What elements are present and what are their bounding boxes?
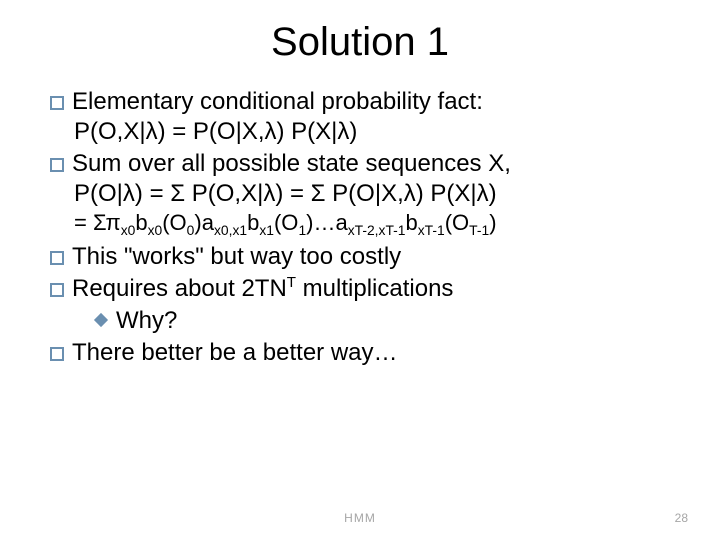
footer-center: HMM [0, 511, 720, 525]
square-bullet-icon [50, 347, 64, 361]
slide-content: Elementary conditional probability fact:… [50, 87, 670, 368]
bullet-2-text: Sum over all possible state sequences X, [72, 149, 511, 179]
formula-sub: x0 [121, 222, 136, 238]
formula-part: (O [162, 210, 186, 235]
bullet-4-sub-text: Why? [116, 306, 177, 336]
bullet-3: This "works" but way too costly [50, 242, 670, 272]
bullet-1-sub: P(O,X|λ) = P(O|X,λ) P(X|λ) [50, 117, 670, 147]
bullet-1-sub-text: P(O,X|λ) = P(O|X,λ) P(X|λ) [74, 118, 357, 145]
slide-title: Solution 1 [50, 20, 670, 65]
square-bullet-icon [50, 158, 64, 172]
bullet-4-text: Requires about 2TNT multiplications [72, 274, 453, 304]
formula-sub: x1 [259, 222, 274, 238]
bullet-2: Sum over all possible state sequences X, [50, 149, 670, 179]
formula-part: )a [194, 210, 214, 235]
bullet-4-sup: T [287, 274, 296, 291]
formula-sub: T-1 [469, 222, 489, 238]
page-number: 28 [675, 511, 688, 525]
square-bullet-icon [50, 96, 64, 110]
formula-part: (O [445, 210, 469, 235]
formula-sub: xT-1 [418, 222, 445, 238]
bullet-5: There better be a better way… [50, 338, 670, 368]
slide: Solution 1 Elementary conditional probab… [0, 0, 720, 540]
bullet-2-sub2: = Σπx0bx0(O0)ax0,x1bx1(O1)…axT-2,xT-1bxT… [50, 209, 670, 240]
bullet-2-sub1-text: P(O|λ) = Σ P(O,X|λ) = Σ P(O|X,λ) P(X|λ) [74, 180, 497, 207]
bullet-4-sub: Why? [50, 306, 670, 336]
formula-part: )…a [306, 210, 348, 235]
formula-part: b [135, 210, 147, 235]
bullet-5-text: There better be a better way… [72, 338, 398, 368]
square-bullet-icon [50, 283, 64, 297]
bullet-3-text: This "works" but way too costly [72, 242, 401, 272]
bullet-4-pre: Requires about 2TN [72, 275, 287, 302]
bullet-4: Requires about 2TNT multiplications [50, 274, 670, 304]
bullet-1: Elementary conditional probability fact: [50, 87, 670, 117]
formula-part: (O [274, 210, 298, 235]
formula-sub: 0 [187, 222, 195, 238]
formula-part: = Σπ [74, 210, 121, 235]
formula-part: ) [489, 210, 496, 235]
formula-part: b [247, 210, 259, 235]
formula-sub: x0 [148, 222, 163, 238]
formula-sub: 1 [298, 222, 306, 238]
bullet-2-sub1: P(O|λ) = Σ P(O,X|λ) = Σ P(O|X,λ) P(X|λ) [50, 179, 670, 209]
formula-sub: xT-2,xT-1 [348, 222, 406, 238]
formula-sub: x0,x1 [214, 222, 247, 238]
square-bullet-icon [50, 251, 64, 265]
formula-part: b [405, 210, 417, 235]
bullet-1-text: Elementary conditional probability fact: [72, 87, 483, 117]
diamond-bullet-icon [94, 313, 108, 327]
bullet-4-post: multiplications [296, 275, 453, 302]
